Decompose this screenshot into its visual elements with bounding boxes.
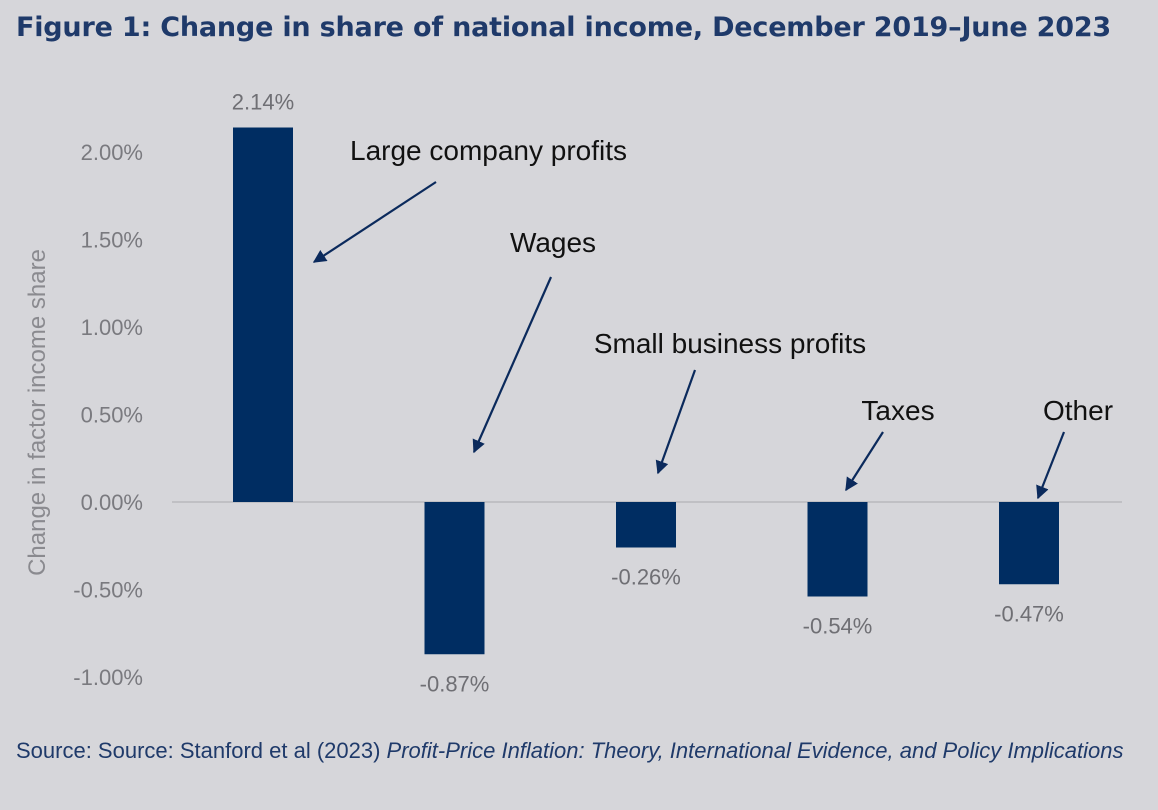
bar (999, 502, 1059, 585)
bar-value-label: 2.14% (232, 90, 294, 115)
y-tick-label: 1.00% (81, 315, 143, 340)
y-tick-label: -1.00% (73, 665, 143, 690)
bar-value-label: -0.54% (803, 614, 873, 639)
annotation-arrow (1036, 431, 1066, 500)
annotation-arrow (845, 431, 884, 492)
bar (233, 127, 293, 502)
y-axis: 2.00% 1.50% 1.00% 0.50% 0.00% -0.50% -1.00% Cha… (24, 140, 1122, 690)
y-axis-title: Change in factor income share (24, 249, 51, 576)
annotation-label: Small business profits (594, 328, 866, 359)
data-labels: 2.14% -0.87% -0.26% -0.54% -0.47% (232, 90, 1064, 697)
bar (424, 502, 485, 655)
annotation-arrow (312, 181, 437, 263)
annotation-arrow (655, 369, 697, 475)
source-prefix: Source: Source: Stanford et al (2023) (16, 738, 387, 763)
annotation-label: Taxes (861, 395, 934, 426)
annotation-arrow (472, 276, 553, 454)
y-tick-label: 0.00% (81, 490, 143, 515)
bar (616, 502, 676, 548)
bar-chart: 2.00% 1.50% 1.00% 0.50% 0.00% -0.50% -1.00% Cha… (24, 90, 1122, 697)
source-note: Source: Source: Stanford et al (2023) Pr… (16, 736, 1136, 766)
y-tick-label: 1.50% (81, 228, 143, 253)
annotation-label: Large company profits (350, 135, 627, 166)
y-tick-label: 2.00% (81, 140, 143, 165)
annotations: Large company profits Wages Small business… (312, 135, 1113, 500)
bar-value-label: -0.47% (994, 601, 1064, 626)
y-tick-label: 0.50% (81, 403, 143, 428)
annotation-label: Other (1043, 395, 1113, 426)
bar (807, 502, 868, 597)
bar-value-label: -0.87% (420, 671, 490, 696)
chart-title: Figure 1: Change in share of national in… (16, 12, 1111, 43)
bars (233, 127, 1059, 655)
annotation-label: Wages (510, 227, 596, 258)
source-title: Profit-Price Inflation: Theory, Internat… (386, 738, 1124, 763)
bar-value-label: -0.26% (611, 565, 681, 590)
y-tick-label: -0.50% (73, 578, 143, 603)
